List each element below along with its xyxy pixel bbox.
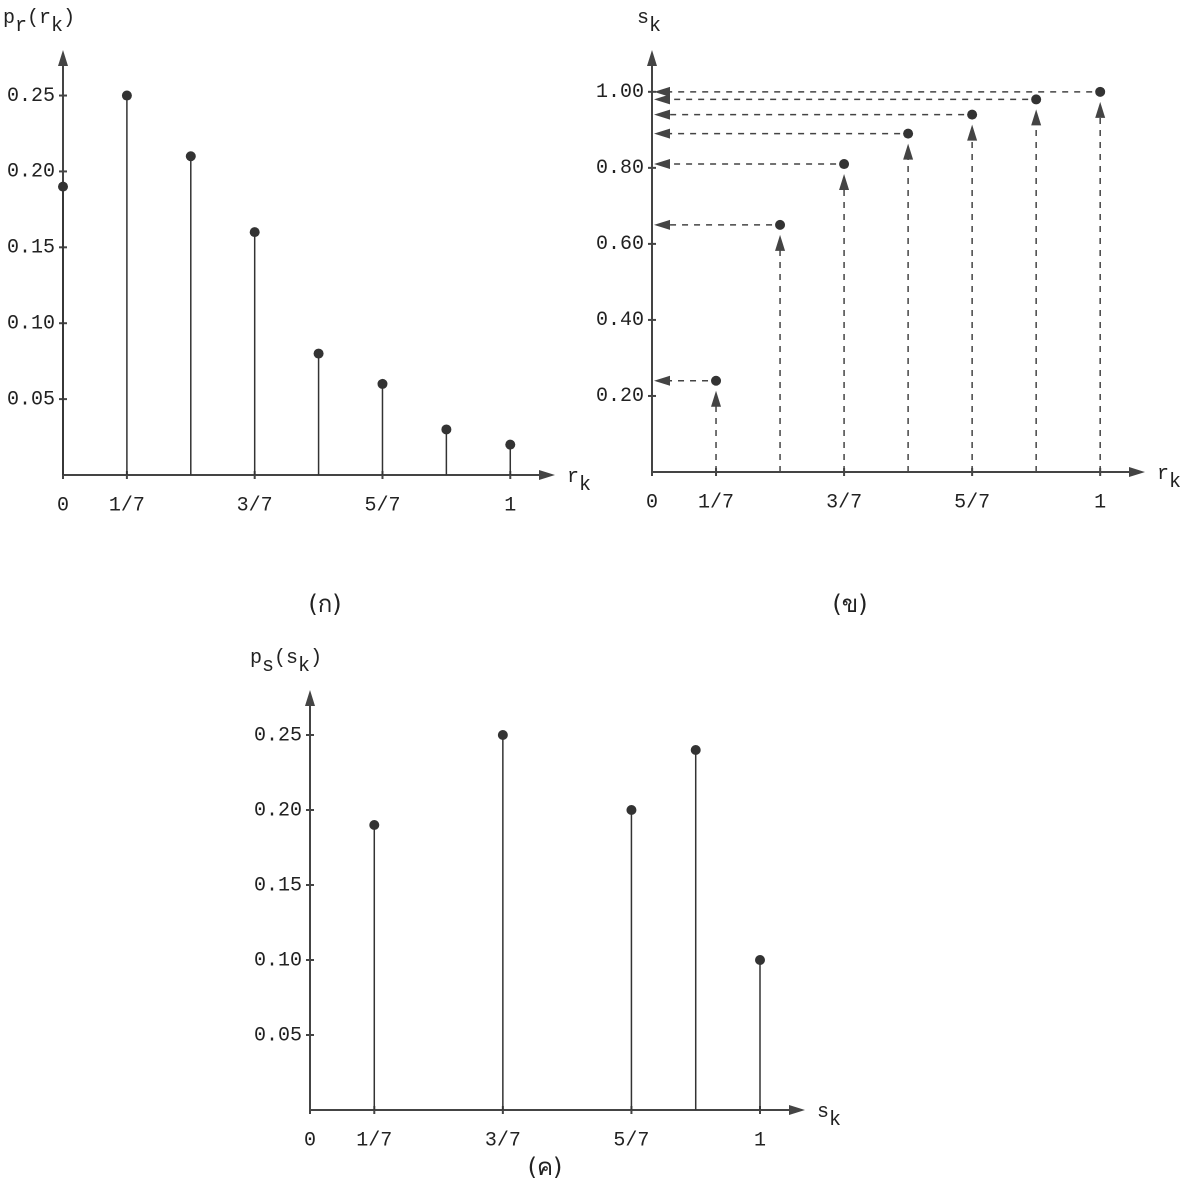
y-axis-label-part: (s — [274, 647, 298, 670]
y-axis-label: sk — [637, 7, 661, 38]
x-axis-label-part: s — [817, 1101, 829, 1124]
left-arrow-head — [654, 220, 670, 230]
point — [58, 182, 68, 192]
point — [903, 129, 913, 139]
x-tick-label: 5/7 — [954, 491, 990, 514]
up-arrow-head — [775, 235, 785, 251]
x-tick-label: 1/7 — [109, 494, 145, 517]
x-tick-label: 5/7 — [613, 1129, 649, 1152]
y-axis-label-part: ) — [310, 647, 322, 670]
up-arrow-head — [967, 125, 977, 141]
x-tick-label: 1 — [1094, 491, 1106, 514]
point — [314, 349, 324, 359]
y-axis-label-part: s — [637, 7, 649, 30]
up-arrow-head — [711, 391, 721, 407]
y-tick-label: 0.25 — [254, 724, 302, 747]
y-axis-arrow — [647, 50, 657, 66]
y-axis-arrow — [58, 50, 68, 66]
y-axis-label-part: p — [250, 647, 262, 670]
caption: (ก) — [308, 590, 341, 618]
point — [505, 440, 515, 450]
point — [1031, 94, 1041, 104]
x-tick-label: 0 — [304, 1129, 316, 1152]
x-axis-label: sk — [817, 1101, 841, 1132]
point — [441, 424, 451, 434]
y-tick-label: 0.10 — [7, 312, 55, 335]
y-tick-label: 0.05 — [7, 388, 55, 411]
y-axis-label-part: p — [3, 7, 15, 30]
left-arrow-head — [654, 376, 670, 386]
left-arrow-head — [654, 110, 670, 120]
x-tick-label: 1 — [754, 1129, 766, 1152]
y-tick-label: 0.05 — [254, 1024, 302, 1047]
x-axis-label: rk — [567, 466, 591, 497]
left-arrow-head — [654, 129, 670, 139]
y-tick-label: 0.20 — [596, 385, 644, 408]
y-axis-label-part: s — [262, 655, 274, 678]
x-axis-label-part: r — [1157, 463, 1169, 486]
up-arrow-head — [839, 174, 849, 190]
x-axis-arrow — [539, 470, 555, 480]
point — [626, 805, 636, 815]
point — [369, 820, 379, 830]
point — [691, 745, 701, 755]
y-axis-arrow — [305, 690, 315, 706]
y-tick-label: 0.20 — [7, 161, 55, 184]
y-axis-label: pr(rk) — [3, 7, 75, 38]
caption: (ค) — [528, 1153, 563, 1181]
x-tick-label: 3/7 — [826, 491, 862, 514]
point — [377, 379, 387, 389]
point — [839, 159, 849, 169]
x-axis-arrow — [789, 1105, 805, 1115]
point — [775, 220, 785, 230]
y-axis-label: ps(sk) — [250, 647, 322, 678]
x-tick-label: 1/7 — [698, 491, 734, 514]
y-axis-label-part: ) — [63, 7, 75, 30]
x-tick-label: 3/7 — [237, 494, 273, 517]
x-tick-label: 0 — [646, 491, 658, 514]
y-tick-label: 0.15 — [254, 874, 302, 897]
x-tick-label: 5/7 — [364, 494, 400, 517]
x-tick-label: 1 — [504, 494, 516, 517]
y-tick-label: 0.20 — [254, 799, 302, 822]
x-tick-label: 3/7 — [485, 1129, 521, 1152]
y-tick-label: 0.40 — [596, 309, 644, 332]
y-axis-label-part: k — [649, 15, 661, 38]
up-arrow-head — [903, 144, 913, 160]
point — [498, 730, 508, 740]
point — [1095, 87, 1105, 97]
up-arrow-head — [1095, 102, 1105, 118]
y-tick-label: 0.25 — [7, 85, 55, 108]
x-axis-arrow — [1129, 467, 1145, 477]
x-axis-label-part: k — [1169, 471, 1181, 494]
left-arrow-head — [654, 87, 670, 97]
x-axis-label-part: k — [579, 474, 591, 497]
figure: pr(rk)rk0.050.100.150.200.2501/73/75/71(… — [0, 0, 1183, 1186]
y-axis-label-part: k — [298, 655, 310, 678]
y-tick-label: 0.15 — [7, 237, 55, 260]
point — [122, 91, 132, 101]
x-tick-label: 1/7 — [356, 1129, 392, 1152]
x-axis-label-part: r — [567, 466, 579, 489]
x-axis-label-part: k — [829, 1109, 841, 1132]
x-axis-label: rk — [1157, 463, 1181, 494]
y-axis-label-part: r — [15, 15, 27, 38]
y-tick-label: 0.10 — [254, 949, 302, 972]
point — [250, 227, 260, 237]
y-tick-label: 0.60 — [596, 233, 644, 256]
y-tick-label: 1.00 — [596, 81, 644, 104]
y-axis-label-part: k — [51, 15, 63, 38]
caption: (ข) — [832, 590, 867, 618]
point — [755, 955, 765, 965]
point — [967, 110, 977, 120]
x-tick-label: 0 — [57, 494, 69, 517]
y-axis-label-part: (r — [27, 7, 51, 30]
y-tick-label: 0.80 — [596, 157, 644, 180]
left-arrow-head — [654, 159, 670, 169]
point — [186, 151, 196, 161]
up-arrow-head — [1031, 109, 1041, 125]
point — [711, 376, 721, 386]
